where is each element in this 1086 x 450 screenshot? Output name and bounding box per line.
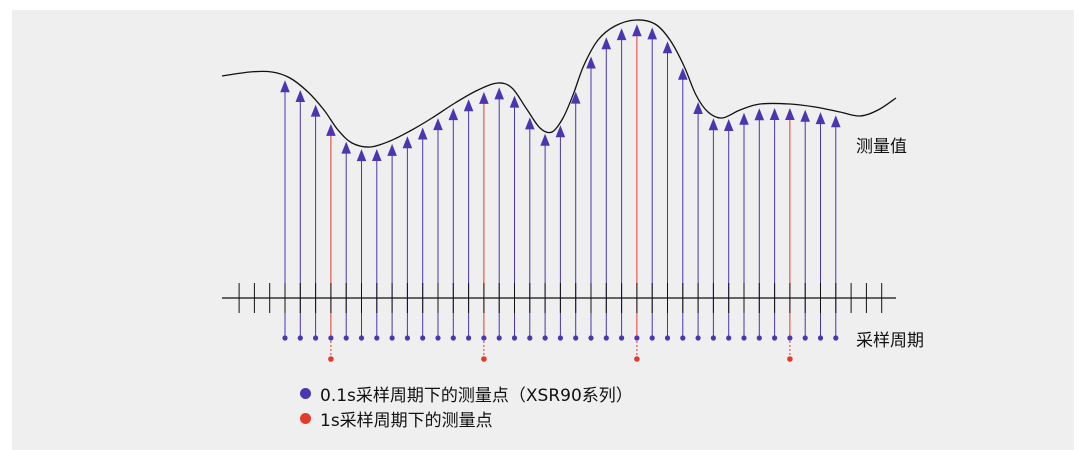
sample-arrowhead [678,67,688,80]
sample-arrowhead [586,56,596,69]
fast-sample-dot [664,335,671,341]
sample-arrowhead [754,108,765,121]
red-dot-icon [300,413,311,424]
sampling-period-label: 采样周期 [856,331,924,351]
fast-sample-dot [297,335,303,341]
fast-sample-dot [772,335,778,341]
measured-value-label: 测量值 [856,137,907,157]
sample-arrowhead [785,108,795,120]
sample-arrowhead [815,112,826,125]
sample-arrowhead [433,118,443,131]
sample-arrowhead [341,141,351,154]
slow-sample-dot [481,356,487,362]
fast-sample-dot [511,335,518,341]
sample-arrowhead [448,108,459,121]
fast-sample-dot [435,335,441,341]
sample-arrowhead [494,87,504,100]
fast-sample-dot [466,335,472,341]
fast-sample-dot [420,335,426,341]
sample-arrowhead [769,108,780,120]
sample-arrowhead [555,125,566,138]
measurement-curve [221,19,897,148]
fast-sample-dot [741,335,747,341]
legend-label-fast: 0.1s采样周期下的测量点（XSR90系列） [320,386,633,406]
diagram-panel [12,10,1074,450]
sample-arrowhead [356,149,367,162]
fast-sample-dot [680,335,686,341]
fast-sample-dot [588,335,594,341]
sample-arrowhead [310,104,321,117]
sample-arrowhead [693,102,703,114]
fast-sample-dot [802,335,808,341]
sample-arrowhead [831,115,841,128]
fast-sample-dot [450,335,456,341]
sample-arrowhead [372,149,382,161]
legend-item-fast: 0.1s采样周期下的测量点（XSR90系列） [300,381,633,406]
fast-sample-dot [404,335,410,341]
fast-sample-dot [374,335,380,341]
time-axis [222,283,896,313]
fast-sample-dot [557,335,564,341]
sample-arrowhead [326,123,336,136]
sample-arrowhead [601,37,612,50]
sample-arrowhead [616,28,627,41]
sample-arrowhead [509,95,520,108]
fast-sample-dot [313,335,319,341]
sample-arrowhead [387,143,397,156]
sample-arrowhead [525,117,535,130]
slow-sample-dot [328,356,334,362]
sample-arrowhead [708,118,719,131]
sample-arrowhead [417,127,428,140]
fast-sample-dot [328,335,334,341]
sample-arrowhead [662,41,673,54]
fast-sample-dot [282,335,288,341]
slow-sample-dot [634,356,640,362]
fast-sample-dot [817,335,824,341]
blue-dot-icon [300,388,311,399]
fast-sample-dot [756,335,762,341]
fast-sample-dot [573,335,579,341]
fast-sample-dot [542,335,548,341]
sample-arrowhead [280,80,290,93]
fast-sample-dot [496,335,502,341]
fast-sample-dot [634,335,640,341]
fast-sample-dot [343,335,349,341]
sample-arrowhead [540,133,550,146]
fast-sample-dot [481,335,487,341]
fast-sample-dot [603,335,609,341]
fast-sample-dot [726,335,732,341]
sample-arrowhead [479,91,489,104]
legend-item-slow: 1s采样周期下的测量点 [300,406,633,431]
fast-sample-dot [649,335,655,341]
legend-label-slow: 1s采样周期下的测量点 [320,411,493,431]
legend: 0.1s采样周期下的测量点（XSR90系列） 1s采样周期下的测量点 [300,381,633,431]
fast-sample-dot [619,335,625,341]
fast-sample-dot [389,335,395,341]
sample-arrowhead [402,136,413,149]
sample-arrowhead [463,99,474,112]
sample-arrowhead [570,91,581,104]
sample-arrowhead [739,112,749,125]
sample-arrowhead [723,119,734,131]
slow-sample-dot [787,356,793,362]
fast-sample-dot [787,335,793,341]
fast-sample-dot [358,335,365,341]
sample-arrowhead [295,90,306,102]
fast-sample-dot [833,335,839,341]
sample-arrowhead [632,24,642,37]
sample-arrowhead [800,109,810,122]
fast-sample-dot [527,335,533,341]
fast-sample-dot [695,335,701,341]
fast-sample-dot [710,335,717,341]
sample-markers [280,24,841,362]
sample-arrowhead [647,27,657,40]
